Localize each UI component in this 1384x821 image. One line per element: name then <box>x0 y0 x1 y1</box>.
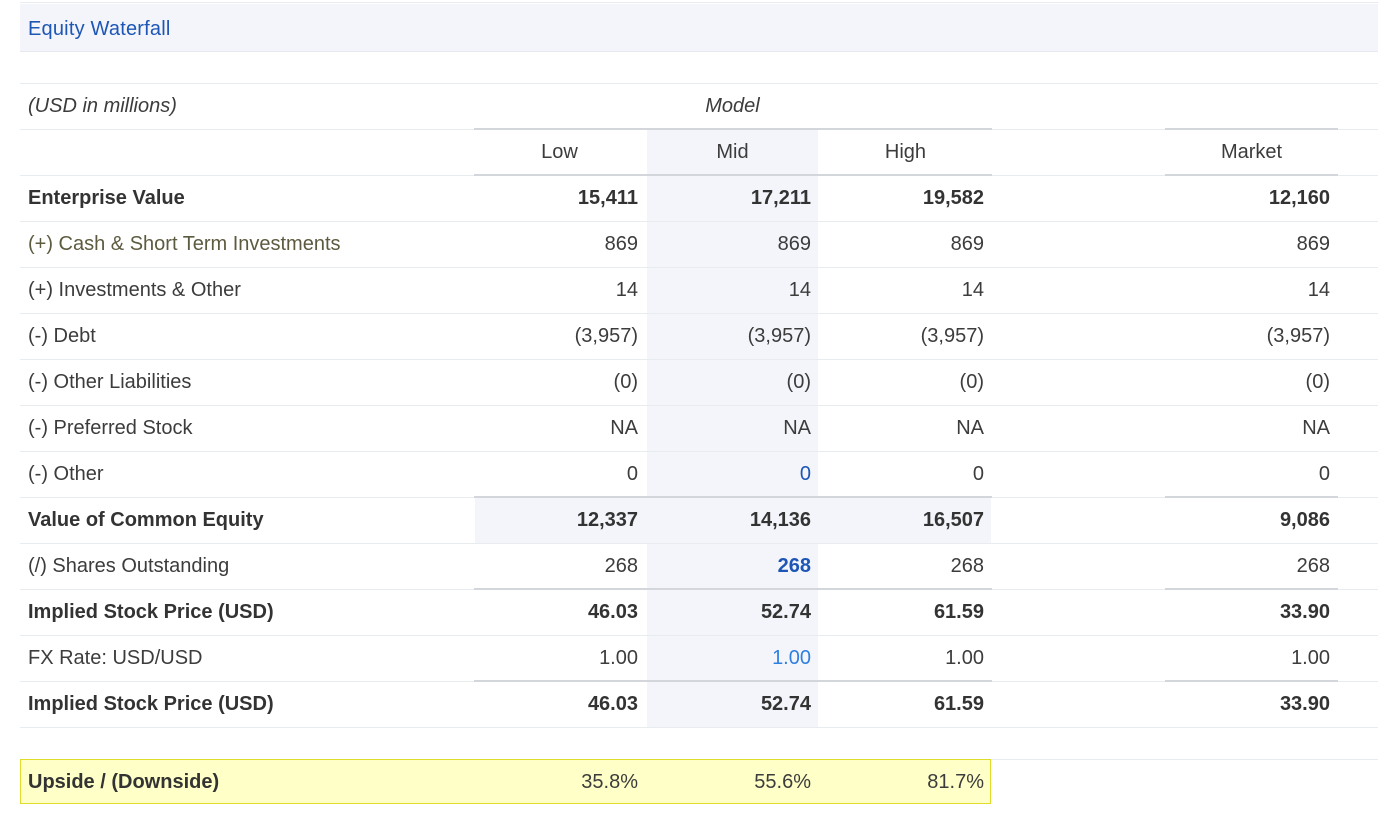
equity-row-shade <box>475 498 991 543</box>
market-fx-rule <box>1165 680 1338 682</box>
cell-shares-market: 268 <box>1296 555 1330 577</box>
model-subtotal-rule <box>474 496 992 498</box>
model-fx-rule <box>474 680 992 682</box>
cell-implied-price-converted-low: 46.03 <box>587 693 638 715</box>
row-label-cash: (+) Cash & Short Term Investments <box>28 233 341 255</box>
cell-investments-mid: 14 <box>788 279 811 301</box>
row-label-implied-price: Implied Stock Price (USD) <box>28 601 274 623</box>
cell-other-liabilities-market: (0) <box>1305 371 1330 393</box>
cell-other-liabilities-mid: (0) <box>786 371 811 393</box>
section-header: Equity Waterfall <box>20 4 1378 52</box>
cell-debt-high: (3,957) <box>920 325 984 347</box>
column-header-high: High <box>884 141 927 163</box>
row-separator <box>20 267 1378 268</box>
model-columns-rule <box>474 174 992 176</box>
cell-preferred-stock-market: NA <box>1302 417 1330 439</box>
row-separator <box>20 313 1378 314</box>
upside-row-highlight <box>20 759 991 804</box>
units-label: (USD in millions) <box>28 95 177 117</box>
cell-shares-mid-input[interactable]: 268 <box>777 555 811 577</box>
row-separator <box>20 727 1378 728</box>
section-title: Equity Waterfall <box>28 18 171 40</box>
cell-preferred-stock-high: NA <box>956 417 984 439</box>
row-label-preferred-stock: (-) Preferred Stock <box>28 417 193 439</box>
cell-implied-price-high: 61.59 <box>933 601 984 623</box>
cell-other-mid-input[interactable]: 0 <box>799 463 811 485</box>
row-label-investments: (+) Investments & Other <box>28 279 241 301</box>
cell-shares-high: 268 <box>950 555 984 577</box>
row-label-implied-price-converted: Implied Stock Price (USD) <box>28 693 274 715</box>
cell-other-high: 0 <box>972 463 984 485</box>
row-label-common-equity: Value of Common Equity <box>28 509 264 531</box>
column-header-mid: Mid <box>716 141 749 163</box>
cell-other-liabilities-low: (0) <box>613 371 638 393</box>
model-header: Model <box>705 95 760 117</box>
cell-upside-high: 81.7% <box>927 771 984 793</box>
cell-fx-high: 1.00 <box>945 647 984 669</box>
model-price-rule <box>474 588 992 590</box>
market-column-rule <box>1165 174 1338 176</box>
model-header-rule <box>474 128 992 130</box>
cell-common-equity-high: 16,507 <box>922 509 984 531</box>
cell-preferred-stock-mid: NA <box>783 417 811 439</box>
column-header-market: Market <box>1220 141 1283 163</box>
cell-preferred-stock-low: NA <box>610 417 638 439</box>
cell-debt-market: (3,957) <box>1266 325 1330 347</box>
row-separator <box>20 451 1378 452</box>
cell-investments-market: 14 <box>1307 279 1330 301</box>
cell-implied-price-converted-high: 61.59 <box>933 693 984 715</box>
cell-investments-low: 14 <box>615 279 638 301</box>
cell-other-market: 0 <box>1318 463 1330 485</box>
row-label-shares-outstanding: (/) Shares Outstanding <box>28 555 230 577</box>
column-header-low: Low <box>541 141 578 163</box>
cell-cash-low: 869 <box>604 233 638 255</box>
cell-cash-mid: 869 <box>777 233 811 255</box>
cell-enterprise-value-market: 12,160 <box>1268 187 1330 209</box>
row-label-debt: (-) Debt <box>28 325 96 347</box>
top-border <box>20 2 1378 3</box>
cell-debt-low: (3,957) <box>574 325 638 347</box>
row-separator <box>20 221 1378 222</box>
market-header-rule <box>1165 128 1338 130</box>
cell-common-equity-mid: 14,136 <box>749 509 811 531</box>
cell-implied-price-market: 33.90 <box>1279 601 1330 623</box>
cell-implied-price-low: 46.03 <box>587 601 638 623</box>
cell-other-liabilities-high: (0) <box>959 371 984 393</box>
row-label-enterprise-value: Enterprise Value <box>28 187 185 209</box>
row-label-upside: Upside / (Downside) <box>28 771 220 793</box>
cell-other-low: 0 <box>626 463 638 485</box>
cell-cash-high: 869 <box>950 233 984 255</box>
cell-fx-mid-input[interactable]: 1.00 <box>772 647 811 669</box>
row-separator <box>20 405 1378 406</box>
row-label-fx-rate: FX Rate: USD/USD <box>28 647 203 669</box>
cell-enterprise-value-mid: 17,211 <box>750 187 811 209</box>
cell-implied-price-mid: 52.74 <box>760 601 811 623</box>
cell-fx-market: 1.00 <box>1291 647 1330 669</box>
cell-upside-mid: 55.6% <box>754 771 811 793</box>
market-subtotal-rule <box>1165 496 1338 498</box>
mid-column-shade <box>647 130 818 727</box>
cell-shares-low: 268 <box>604 555 638 577</box>
row-separator <box>20 543 1378 544</box>
cell-common-equity-market: 9,086 <box>1279 509 1330 531</box>
cell-common-equity-low: 12,337 <box>576 509 638 531</box>
cell-implied-price-converted-market: 33.90 <box>1279 693 1330 715</box>
row-separator <box>20 83 1378 84</box>
cell-enterprise-value-high: 19,582 <box>922 187 984 209</box>
row-label-other-liabilities: (-) Other Liabilities <box>28 371 192 393</box>
cell-enterprise-value-low: 15,411 <box>577 187 638 209</box>
cell-debt-mid: (3,957) <box>747 325 811 347</box>
cell-implied-price-converted-mid: 52.74 <box>760 693 811 715</box>
cell-upside-low: 35.8% <box>581 771 638 793</box>
row-label-other: (-) Other <box>28 463 104 485</box>
market-price-rule <box>1165 588 1338 590</box>
row-separator <box>20 635 1378 636</box>
row-separator <box>20 359 1378 360</box>
cell-cash-market: 869 <box>1296 233 1330 255</box>
cell-fx-low: 1.00 <box>599 647 638 669</box>
cell-investments-high: 14 <box>961 279 984 301</box>
